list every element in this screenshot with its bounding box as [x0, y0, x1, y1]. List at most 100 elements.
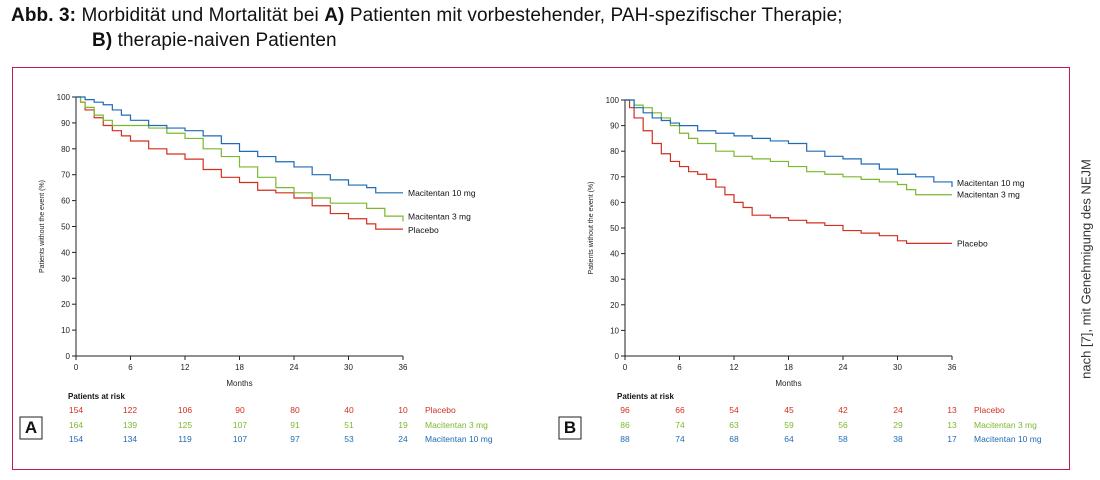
- y-tick-label: 90: [610, 122, 619, 131]
- risk-table-title: Patients at risk: [68, 392, 125, 401]
- risk-value: 56: [838, 420, 848, 430]
- x-tick-label: 24: [839, 363, 848, 372]
- y-tick-label: 70: [61, 171, 70, 180]
- risk-value: 68: [729, 434, 739, 444]
- y-tick-label: 20: [61, 300, 70, 309]
- risk-value: 17: [947, 434, 957, 444]
- risk-value: 63: [729, 420, 739, 430]
- risk-row-label: Macitentan 3 mg: [974, 420, 1037, 430]
- risk-value: 74: [675, 420, 685, 430]
- y-axis-label: Patients without the event (%): [588, 182, 595, 275]
- caption-text-1: Morbidität und Mortalität bei: [76, 5, 325, 26]
- y-tick-label: 20: [610, 301, 619, 310]
- x-tick-label: 12: [730, 363, 739, 372]
- risk-value: 106: [178, 405, 192, 415]
- annotation-macitentan-3-mg: Macitentan 3 mg: [957, 190, 1020, 200]
- x-tick-label: 30: [893, 363, 902, 372]
- x-axis-label: Months: [775, 379, 801, 388]
- risk-value: 24: [893, 405, 903, 415]
- risk-value: 24: [398, 434, 408, 444]
- risk-value: 66: [675, 405, 685, 415]
- y-tick-label: 70: [610, 173, 619, 182]
- annotation-placebo: Placebo: [957, 238, 988, 248]
- y-tick-label: 0: [615, 352, 620, 361]
- risk-value: 13: [947, 405, 957, 415]
- caption-text-2: Patienten mit vorbestehender, PAH-spezif…: [344, 5, 843, 26]
- x-tick-label: 18: [235, 363, 244, 372]
- x-tick-label: 0: [74, 363, 79, 372]
- y-tick-label: 80: [61, 145, 70, 154]
- x-tick-label: 18: [784, 363, 793, 372]
- caption-text-3: therapie-naiven Patienten: [112, 30, 337, 51]
- panel-letter-box: [19, 416, 43, 440]
- caption-line-1: Abb. 3: Morbidität und Mortalität bei A)…: [11, 3, 843, 28]
- risk-value: 154: [69, 405, 83, 415]
- caption-marker-b: B): [92, 30, 113, 51]
- y-tick-label: 40: [61, 248, 70, 257]
- risk-value: 88: [620, 434, 630, 444]
- panel-letter: B: [564, 418, 576, 437]
- risk-row-label: Placebo: [974, 405, 1005, 415]
- risk-value: 97: [290, 434, 300, 444]
- y-tick-label: 10: [610, 326, 619, 335]
- caption-marker-a: A): [324, 5, 345, 26]
- risk-value: 80: [290, 405, 300, 415]
- risk-value: 38: [893, 434, 903, 444]
- risk-value: 154: [69, 434, 83, 444]
- panel-letter: A: [25, 418, 37, 437]
- risk-value: 10: [398, 405, 408, 415]
- risk-value: 58: [838, 434, 848, 444]
- y-tick-label: 60: [610, 198, 619, 207]
- panel-letter-box: [558, 416, 582, 440]
- y-tick-label: 10: [61, 326, 70, 335]
- x-tick-label: 6: [128, 363, 133, 372]
- risk-row-label: Macitentan 10 mg: [425, 434, 493, 444]
- caption-label: Abb. 3:: [11, 5, 77, 26]
- chart-panel-a: 0 10 20 30 40 50 60 70 80 90 100 0 6 12 18 24 30 36 Months…: [19, 93, 493, 444]
- series-line-placebo: [625, 99, 952, 244]
- risk-value: 42: [838, 405, 848, 415]
- risk-value: 54: [729, 405, 739, 415]
- risk-value: 90: [235, 405, 245, 415]
- risk-row-label: Macitentan 10 mg: [974, 434, 1042, 444]
- risk-value: 59: [784, 420, 794, 430]
- x-tick-label: 30: [344, 363, 353, 372]
- annotation-macitentan-10-mg: Macitentan 10 mg: [408, 188, 476, 198]
- series-line-macitentan-10-mg: [625, 99, 953, 188]
- y-tick-label: 90: [61, 119, 70, 128]
- figure-frame: [12, 67, 1070, 470]
- y-tick-label: 100: [57, 93, 71, 102]
- y-tick-label: 60: [61, 197, 70, 206]
- risk-value: 53: [344, 434, 354, 444]
- x-tick-label: 36: [948, 363, 957, 372]
- risk-value: 29: [893, 420, 903, 430]
- risk-value: 45: [784, 405, 794, 415]
- risk-value: 51: [344, 420, 354, 430]
- y-tick-label: 40: [610, 250, 619, 259]
- risk-value: 107: [233, 434, 247, 444]
- y-tick-label: 30: [610, 275, 619, 284]
- annotation-macitentan-10-mg: Macitentan 10 mg: [957, 178, 1025, 188]
- risk-value: 13: [947, 420, 957, 430]
- annotation-macitentan-3-mg: Macitentan 3 mg: [408, 211, 471, 221]
- risk-row-label: Macitentan 3 mg: [425, 420, 488, 430]
- y-tick-label: 50: [610, 224, 619, 233]
- x-tick-label: 6: [677, 363, 682, 372]
- risk-value: 40: [344, 405, 354, 415]
- risk-value: 122: [123, 405, 137, 415]
- series-line-macitentan-3-mg: [76, 96, 404, 222]
- y-tick-label: 80: [610, 147, 619, 156]
- risk-table-title: Patients at risk: [617, 392, 674, 401]
- x-tick-label: 0: [623, 363, 628, 372]
- y-tick-label: 100: [606, 96, 620, 105]
- risk-value: 125: [178, 420, 192, 430]
- caption-line-2: B) therapie-naiven Patienten: [11, 28, 843, 53]
- series-line-macitentan-10-mg: [76, 96, 403, 194]
- risk-row-label: Placebo: [425, 405, 456, 415]
- risk-value: 134: [123, 434, 137, 444]
- risk-value: 119: [178, 434, 192, 444]
- x-tick-label: 12: [181, 363, 190, 372]
- risk-value: 64: [784, 434, 794, 444]
- y-tick-label: 50: [61, 223, 70, 232]
